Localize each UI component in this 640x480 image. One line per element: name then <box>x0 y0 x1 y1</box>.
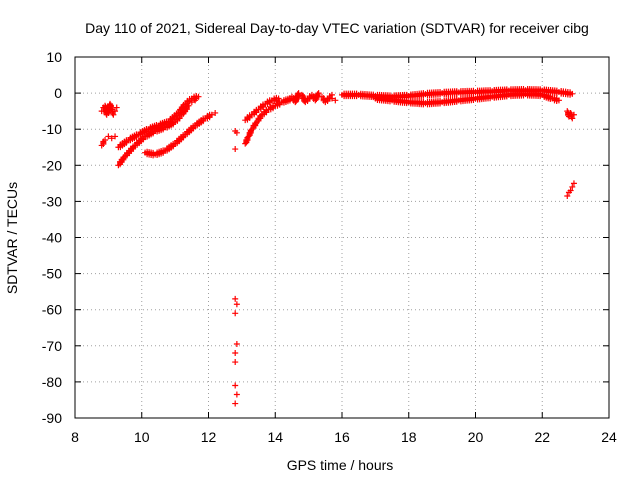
x-axis-title: GPS time / hours <box>287 457 394 473</box>
data-point-outlier-column <box>232 146 239 153</box>
data-point-arc-rising-4 <box>260 103 267 110</box>
data-point-band-afternoon-lower <box>555 97 562 104</box>
y-tick-label: 10 <box>46 49 62 65</box>
data-point-band-afternoon-upper <box>569 90 576 97</box>
data-point-arc-rising-1 <box>130 145 137 152</box>
x-tick-label: 24 <box>601 429 617 445</box>
data-point-arc-descending <box>180 134 187 141</box>
data-point-outlier-column <box>233 391 240 398</box>
data-point-arc-descending <box>212 109 219 116</box>
data-point-arc-late-rising <box>567 187 574 194</box>
data-point-arc-rising-1 <box>140 136 147 143</box>
data-point-outlier-column <box>232 350 239 357</box>
y-tick-label: -20 <box>42 157 62 173</box>
x-tick-label: 8 <box>71 429 79 445</box>
data-point-arc-lower-early <box>112 133 119 140</box>
data-point-arc-rising-3 <box>244 137 251 144</box>
data-point-band-midday <box>328 95 335 102</box>
y-axis-title: SDTVAR / TECUs <box>4 182 20 294</box>
data-point-arc-rising-3 <box>257 115 264 122</box>
data-point-cluster-late <box>569 115 576 122</box>
data-point-arc-rising-4 <box>275 95 282 102</box>
data-point-outlier-column <box>233 129 240 136</box>
y-tick-label: -70 <box>42 338 62 354</box>
data-point-band-midday <box>294 93 301 100</box>
y-tick-label: -40 <box>42 230 62 246</box>
data-point-arc-descending <box>190 125 197 132</box>
y-tick-label: -60 <box>42 302 62 318</box>
data-point-cluster-early-a <box>113 104 120 111</box>
data-point-arc-late-rising <box>570 180 577 187</box>
data-point-arc-rising-1 <box>120 156 127 163</box>
data-point-outlier-column <box>233 301 240 308</box>
data-point-arc-rising-2 <box>180 104 187 111</box>
x-tick-label: 10 <box>134 429 150 445</box>
data-point-outlier-column <box>233 340 240 347</box>
data-point-cluster-early-a <box>112 108 119 115</box>
grid <box>75 57 609 418</box>
x-tick-label: 22 <box>534 429 550 445</box>
data-point-arc-lower-early <box>105 133 112 140</box>
y-tick-label: -80 <box>42 374 62 390</box>
data-point-arc-rising-1 <box>183 106 190 113</box>
data-point-outlier-column <box>232 310 239 317</box>
x-tick-label: 12 <box>201 429 217 445</box>
y-tick-label: 0 <box>54 85 62 101</box>
data-point-outlier-column <box>232 359 239 366</box>
x-tick-label: 18 <box>401 429 417 445</box>
data-point-arc-lower-early <box>100 141 107 148</box>
x-tick-label: 16 <box>334 429 350 445</box>
data-point-arc-late-rising <box>569 183 576 190</box>
data-point-arc-rising-4 <box>246 114 253 121</box>
data-point-arc-descending <box>208 111 215 118</box>
data-point-band-midday <box>332 97 339 104</box>
data-point-outlier-column <box>232 295 239 302</box>
x-tick-label: 14 <box>267 429 283 445</box>
data-point-arc-rising-2 <box>186 98 193 105</box>
chart-title: Day 110 of 2021, Sidereal Day-to-day VTE… <box>85 20 589 36</box>
data-point-arc-rising-4 <box>253 109 260 116</box>
data-point-arc-rising-2 <box>195 93 202 100</box>
y-tick-label: -30 <box>42 193 62 209</box>
axis-ticks: 8 10 12 14 16 18 20 22 24 10 0 -10 -20 -30 -40 -50 -60 -7… <box>42 49 617 445</box>
data-point-cluster-late <box>570 111 577 118</box>
data-point-arc-rising-3 <box>263 109 270 116</box>
data-point-cluster-early-a <box>110 111 117 118</box>
y-tick-label: -10 <box>42 121 62 137</box>
data-point-arc-rising-2 <box>173 113 180 120</box>
data-point-arc-late-rising <box>564 192 571 199</box>
y-tick-label: -90 <box>42 410 62 426</box>
data-point-outlier-column <box>232 382 239 389</box>
y-tick-label: -50 <box>42 266 62 282</box>
data-point-arc-rising-1 <box>176 115 183 122</box>
data-points <box>98 85 577 407</box>
data-point-arc-lower-early <box>108 135 115 142</box>
data-point-arc-rising-3 <box>247 129 254 136</box>
data-point-outlier-column <box>232 400 239 407</box>
x-tick-label: 20 <box>468 429 484 445</box>
data-point-arc-lower-early <box>102 137 109 144</box>
data-point-band-midday <box>315 90 322 97</box>
data-point-arc-rising-3 <box>252 122 259 129</box>
data-point-band-midday <box>295 90 302 97</box>
